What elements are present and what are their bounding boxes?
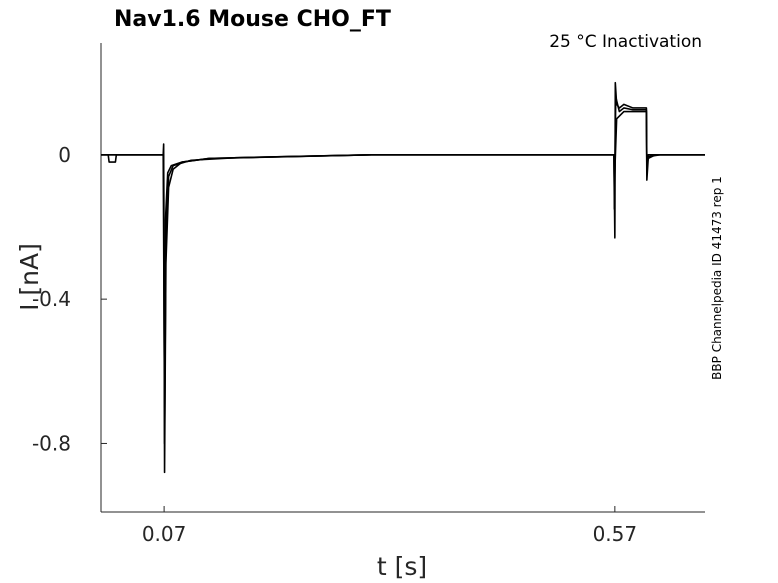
x-tick-label: 0.57 xyxy=(593,522,638,546)
x-axis-label: t [s] xyxy=(377,552,427,581)
traces xyxy=(101,81,705,474)
current-trace-1 xyxy=(101,81,705,474)
y-tick-label: 0 xyxy=(58,143,71,167)
chart-title: Nav1.6 Mouse CHO_FT xyxy=(114,7,391,32)
current-trace-2 xyxy=(101,96,705,445)
ticks: 0.07 0.57 0 -0.4 -0.8 xyxy=(32,143,637,546)
condition-label: 25 °C Inactivation xyxy=(549,32,702,52)
x-tick-label: 0.07 xyxy=(142,522,187,546)
current-trace-3 xyxy=(101,110,705,409)
channelpedia-id-label: BBP Channelpedia ID 41473 rep 1 xyxy=(710,176,724,380)
y-tick-label: -0.4 xyxy=(32,287,71,311)
y-tick-label: -0.8 xyxy=(32,431,71,455)
y-axis-label: I [nA] xyxy=(15,243,44,311)
axes xyxy=(100,43,705,513)
